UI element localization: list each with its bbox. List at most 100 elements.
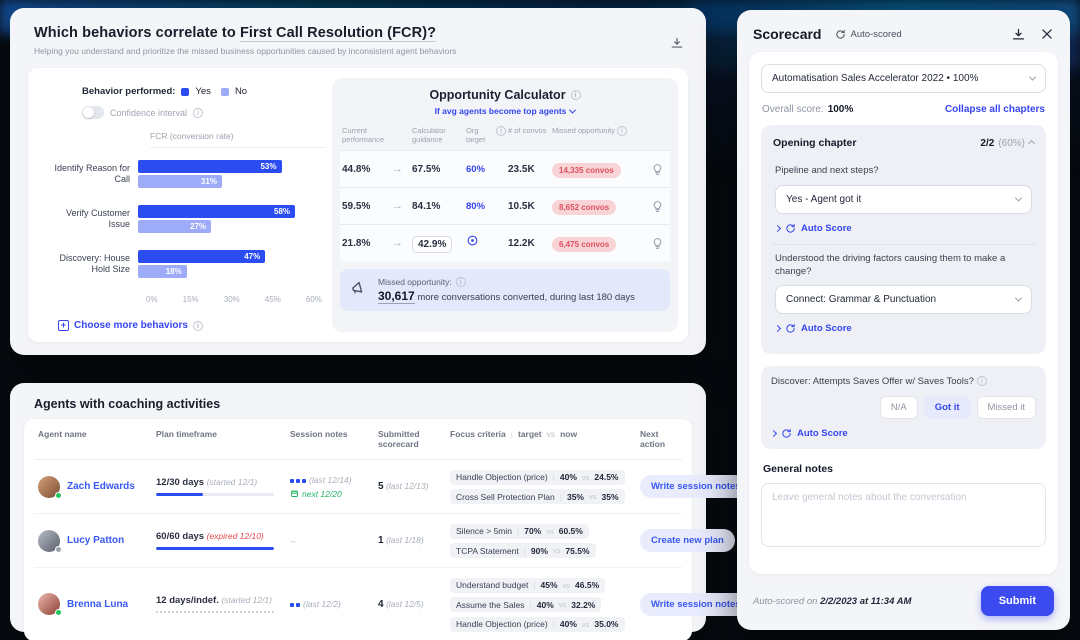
overall-score-value: 100% — [827, 104, 854, 115]
chapter-title: Opening chapter — [773, 137, 857, 149]
arrow-icon: → — [392, 200, 403, 212]
col-plan-timeframe: Plan timeframe — [156, 429, 217, 439]
criterion-pill: Cross Sell Protection Plan | 35% vs 35% — [450, 489, 625, 504]
auto-score-link[interactable]: Auto Score — [773, 323, 1032, 334]
lightbulb-icon[interactable] — [646, 237, 668, 250]
agent-name-link[interactable]: Lucy Patton — [67, 535, 125, 546]
info-icon[interactable]: i — [193, 107, 204, 118]
plan-cell: 12/30 days (started 12/1) — [156, 477, 284, 496]
scorecard-template-select[interactable]: Automatisation Sales Accelerator 2022 • … — [761, 64, 1046, 93]
info-icon[interactable]: i — [570, 90, 581, 100]
bar-no[interactable]: 18% — [138, 265, 187, 278]
calculator-row: 21.8% → 42.9% 12.2K 6,475 convos — [340, 224, 670, 261]
info-icon[interactable]: i — [455, 277, 466, 287]
submitted-scorecard-cell: 4 (last 12/5) — [378, 598, 424, 610]
missed-opportunity-pill: 8,652 convos — [552, 200, 617, 215]
question-label: Discover: Attempts Saves Offer w/ Saves … — [771, 376, 1036, 389]
col-submitted-scorecard: Submitted scorecard — [378, 429, 420, 449]
bar-yes[interactable]: 47% — [138, 250, 266, 263]
submitted-scorecard-cell: 1 (last 1/18) — [378, 535, 424, 546]
convos-count: 23.5K — [508, 163, 535, 175]
bar-no[interactable]: 27% — [138, 220, 212, 233]
confidence-toggle[interactable] — [82, 106, 104, 119]
lightbulb-icon[interactable] — [646, 163, 668, 176]
opportunity-calculator: Opportunity Calculator i If avg agents be… — [332, 78, 678, 332]
agents-header-row: Agent name Plan timeframe Session notes … — [34, 419, 682, 460]
lightbulb-icon[interactable] — [646, 200, 668, 213]
info-icon[interactable]: i — [976, 376, 987, 387]
auto-score-link[interactable]: Auto Score — [769, 428, 1036, 439]
create-new-plan-button[interactable]: Create new plan — [640, 529, 735, 552]
next-session: next 12/20 — [290, 489, 372, 499]
bar-no[interactable]: 31% — [138, 175, 222, 188]
choose-more-label: Choose more behaviors — [74, 320, 188, 331]
calculator-guidance: 67.5% — [412, 163, 441, 175]
calculator-guidance-input[interactable]: 42.9% — [412, 235, 453, 253]
org-target[interactable]: 60% — [466, 163, 486, 175]
close-icon[interactable] — [1040, 27, 1054, 41]
session-notes-cell: -- — [290, 535, 296, 546]
convos-count: 12.2K — [508, 237, 535, 249]
criterion-pill: TCPA Statement | 90% vs 75.5% — [450, 543, 596, 558]
category-label: Identify Reason for Call — [54, 162, 130, 184]
answer-select[interactable]: Yes - Agent got it — [775, 184, 1032, 214]
missed-opportunity-pill: 14,335 convos — [552, 163, 621, 178]
got-it-option-button[interactable]: Got it — [923, 396, 971, 420]
agents-panel: Agents with coaching activities Agent na… — [10, 383, 752, 640]
missed-it-option-button[interactable]: Missed it — [976, 396, 1036, 420]
fcr-chart: Behavior performed: Yes No Confidence in… — [38, 78, 332, 332]
page-title: Which behaviors correlate to First Call … — [34, 25, 682, 42]
overall-score-row: Overall score: 100% Collapse all chapter… — [762, 104, 1045, 115]
legend-yes-swatch — [181, 87, 190, 96]
agent-name-link[interactable]: Brenna Luna — [67, 598, 129, 610]
plan-cell: 60/60 days (expired 12/10) — [156, 531, 284, 550]
write-session-notes-button[interactable]: Write session notes — [640, 592, 752, 616]
legend-yes-label: Yes — [195, 86, 211, 97]
answer-select[interactable]: Connect: Grammar & Punctuation — [775, 285, 1032, 315]
bar-groups: Identify Reason for Call 53% 31% Verify … — [46, 158, 326, 293]
agent-name-link[interactable]: Zach Edwards — [67, 481, 135, 492]
fcr-card: Behavior performed: Yes No Confidence in… — [28, 68, 688, 342]
chevron-right-icon — [773, 325, 782, 333]
general-notes-label: General notes — [763, 463, 834, 476]
status-dot — [55, 491, 62, 499]
missed-opportunity-summary: Missed opportunity: i 30,617 more convers… — [340, 269, 670, 311]
calculator-scenario-link[interactable]: If avg agents become top agents — [340, 106, 670, 116]
table-row: Zach Edwards 12/30 days (started 12/1) (… — [34, 460, 752, 514]
chapter-header[interactable]: Opening chapter 2/2 (60%) — [771, 135, 1036, 157]
choose-more-behaviors-link[interactable]: + Choose more behaviors i — [58, 320, 326, 331]
na-option-button[interactable]: N/A — [879, 396, 918, 420]
confidence-label: Confidence interval — [110, 107, 188, 118]
convos-count: 10.5K — [508, 200, 535, 212]
fcr-panel: Which behaviors correlate to First Call … — [10, 8, 706, 355]
agents-table: Agent name Plan timeframe Session notes … — [24, 419, 752, 640]
bar-yes[interactable]: 58% — [138, 205, 296, 218]
focus-criteria-cell: Understand budget | 45% vs 46.5% Assume the … — [450, 575, 634, 634]
criterion-pill: Assume the Sales | 40% vs 32.2% — [450, 597, 602, 612]
download-icon[interactable] — [1011, 27, 1026, 42]
page-subtitle: Helping you understand and prioritize th… — [34, 46, 457, 56]
auto-scored-badge: Auto-scored — [835, 29, 902, 40]
info-icon[interactable]: i — [192, 320, 203, 331]
plus-icon: + — [58, 320, 69, 331]
auto-score-link[interactable]: Auto Score — [773, 223, 1032, 234]
info-icon[interactable]: i — [616, 126, 627, 136]
focus-criteria-cell: Silence > 5min | 70% vs 60.5% TCPA Statement… — [450, 521, 634, 560]
org-target-icon[interactable] — [466, 234, 506, 252]
submit-button[interactable]: Submit — [980, 586, 1054, 616]
write-session-notes-button[interactable]: Write session notes — [640, 475, 752, 498]
table-row: Lucy Patton 60/60 days (expired 12/10) -… — [34, 514, 735, 568]
agent-cell: Lucy Patton — [38, 529, 150, 553]
general-notes-input[interactable] — [761, 483, 1046, 548]
axis-title: FCR (conversion rate) — [150, 131, 326, 148]
bar-yes[interactable]: 53% — [138, 160, 282, 173]
calculator-title: Opportunity Calculator i — [340, 88, 670, 102]
chevron-right-icon — [773, 224, 782, 232]
info-icon[interactable]: i — [496, 126, 506, 136]
collapse-all-chapters-link[interactable]: Collapse all chapters — [944, 104, 1045, 115]
calculator-row: 59.5% → 84.1% 80% 10.5K 8,652 convos — [340, 187, 670, 224]
focus-criteria-cell: Handle Objection (price) | 40% vs 24.5% Cros… — [450, 467, 634, 506]
legend-no-swatch — [220, 87, 229, 96]
download-icon[interactable] — [670, 36, 684, 50]
org-target[interactable]: 80% — [466, 200, 486, 212]
